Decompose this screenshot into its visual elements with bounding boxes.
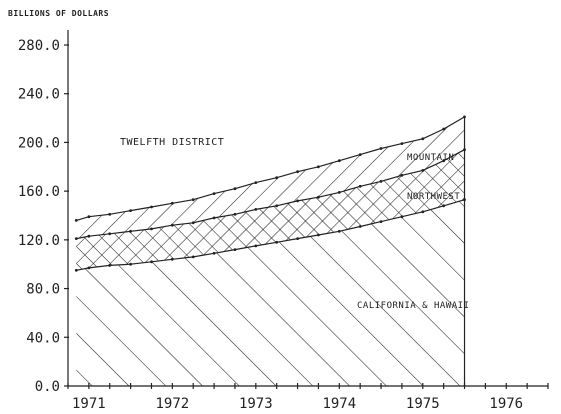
x-tick-label: 1975: [406, 396, 440, 412]
data-point: [317, 195, 320, 199]
data-point: [379, 220, 383, 224]
data-point: [442, 204, 446, 208]
data-point: [400, 142, 404, 146]
y-tick-label: 120.0: [18, 233, 60, 249]
boundary-mountain: [76, 116, 465, 221]
x-tick-label: 1974: [322, 396, 356, 412]
x-ticks: 1971 1972 1973 1974 1975 1976: [67, 383, 549, 412]
data-point: [400, 215, 404, 219]
data-point: [212, 216, 216, 220]
data-point: [129, 209, 133, 213]
series-label-california-hawaii: CALIFORNIA & HAWAII: [357, 301, 469, 311]
x-tick-label: 1976: [489, 396, 523, 412]
data-point: [129, 262, 133, 266]
data-point: [87, 215, 91, 219]
data-point: [129, 229, 133, 233]
data-point: [191, 198, 195, 202]
data-point: [442, 127, 446, 131]
data-point: [212, 251, 216, 255]
data-point: [74, 268, 78, 272]
data-point: [254, 208, 258, 211]
data-point: [421, 137, 425, 141]
data-point: [254, 181, 258, 185]
y-tick-label: 0.0: [35, 379, 60, 395]
chart-title: TWELFTH DISTRICT: [120, 137, 224, 148]
boundary-california-hawaii: [76, 199, 465, 271]
data-point: [379, 180, 383, 183]
data-point: [296, 237, 299, 241]
series-boundaries: [74, 115, 466, 386]
data-point: [421, 210, 425, 214]
data-point: [108, 264, 112, 267]
data-point: [337, 191, 341, 194]
data-point: [275, 240, 279, 244]
data-point: [233, 187, 237, 191]
data-point: [191, 255, 195, 259]
x-tick-label: 1972: [155, 396, 189, 412]
y-tick-label: 240.0: [18, 87, 60, 103]
x-tick-label: 1973: [239, 396, 273, 412]
data-point: [212, 192, 216, 196]
data-point: [74, 219, 78, 222]
data-point: [275, 204, 279, 208]
data-point: [108, 212, 112, 216]
data-point: [296, 170, 299, 174]
data-point: [170, 201, 174, 205]
data-point: [358, 184, 362, 188]
data-point: [150, 205, 153, 209]
data-point: [442, 159, 446, 163]
y-tick-label: 280.0: [18, 38, 60, 54]
data-point: [317, 233, 320, 237]
boundary-northwest: [76, 149, 465, 240]
data-point: [337, 229, 341, 233]
data-point: [421, 169, 425, 172]
area-california-hawaii: [76, 199, 465, 386]
data-point: [275, 176, 279, 180]
data-point: [296, 199, 299, 203]
data-point: [150, 260, 153, 264]
area-layers: [76, 116, 465, 386]
y-axis-label: BILLIONS OF DOLLARS: [8, 9, 109, 18]
data-point: [233, 248, 237, 252]
data-point: [150, 227, 153, 231]
data-point: [87, 266, 91, 270]
y-tick-label: 40.0: [26, 330, 60, 346]
data-point: [170, 257, 174, 261]
data-point: [317, 165, 320, 169]
data-point: [233, 212, 237, 216]
series-label-northwest: NORTHWEST: [407, 192, 460, 202]
data-point: [400, 173, 404, 177]
series-label-mountain: MOUNTAIN: [407, 153, 454, 163]
x-tick-label: 1971: [72, 396, 106, 412]
area-northwest: [76, 149, 465, 271]
data-point: [87, 234, 91, 238]
y-tick-label: 200.0: [18, 135, 60, 151]
y-tick-label: 80.0: [26, 282, 60, 298]
data-point: [108, 232, 112, 236]
data-point: [358, 153, 362, 157]
area-mountain: [76, 116, 465, 239]
data-point: [74, 237, 78, 241]
data-point: [170, 223, 174, 227]
data-point: [191, 221, 195, 225]
data-point: [358, 225, 362, 228]
y-tick-label: 160.0: [18, 184, 60, 200]
data-point: [379, 147, 383, 150]
y-ticks: 0.0 40.0 80.0 120.0 160.0 200.0 240.0 280.0: [18, 38, 69, 395]
data-point: [254, 244, 258, 248]
data-point: [337, 159, 341, 163]
